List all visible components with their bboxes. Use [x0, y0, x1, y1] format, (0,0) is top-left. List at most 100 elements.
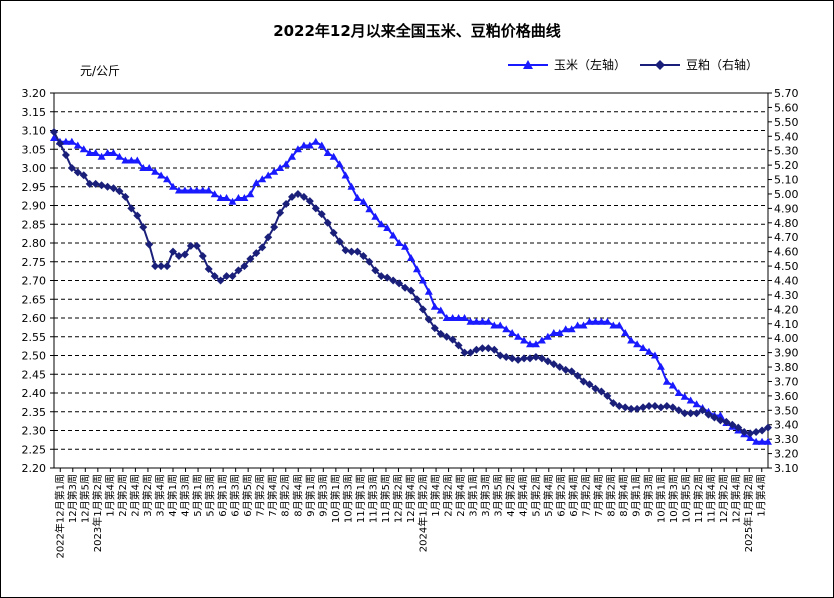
- soymeal-point: [591, 384, 600, 393]
- soymeal-point: [228, 272, 237, 281]
- corn-point: [204, 186, 213, 194]
- soymeal-point: [764, 423, 772, 432]
- corn-point: [79, 145, 88, 153]
- corn-point: [228, 197, 237, 205]
- corn-point: [151, 167, 160, 175]
- x-tick-label: 12月第2周: [391, 474, 404, 523]
- soymeal-point: [365, 257, 374, 266]
- x-tick-label: 2月第4周: [454, 474, 467, 517]
- corn-point: [317, 141, 326, 149]
- x-tick-label: 2月第2周: [116, 474, 129, 517]
- x-tick-label: 10月第1周: [655, 474, 668, 523]
- soymeal-point: [192, 241, 201, 250]
- corn-point: [67, 137, 76, 145]
- soymeal-point: [383, 273, 392, 282]
- y-right-tick-label: 5.20: [774, 159, 799, 172]
- soymeal-point: [520, 354, 529, 363]
- x-tick-label: 12月第3周: [66, 474, 79, 523]
- soymeal-point: [311, 204, 320, 213]
- soymeal-point: [401, 283, 410, 292]
- x-tick-label: 12月第5周: [78, 474, 91, 523]
- soymeal-point: [514, 355, 523, 364]
- soymeal-point: [127, 204, 136, 213]
- y-left-tick-label: 2.65: [22, 293, 47, 306]
- y-left-tick-label: 2.85: [22, 218, 47, 231]
- x-tick-label: 4月第4周: [517, 474, 530, 517]
- x-tick-label: 8月第4周: [617, 474, 630, 517]
- soymeal-point: [668, 403, 677, 412]
- soymeal-point: [645, 401, 653, 410]
- y-axis-right-ticks: 3.103.20 3.303.40 3.503.60 3.703.803.90 4.00…: [768, 87, 799, 475]
- y-right-tick-label: 4.50: [774, 260, 799, 273]
- corn-point: [198, 186, 207, 194]
- corn-point: [329, 152, 338, 160]
- soymeal-point: [323, 218, 332, 227]
- y-axis-left-ticks: 2.20 2.25 2.30 2.35 2.40 2.45 2.50 2.55 2.60 2.65…: [22, 87, 54, 475]
- soymeal-point: [163, 262, 172, 271]
- grid-lines: [54, 111, 768, 450]
- soymeal-point: [722, 417, 731, 426]
- soymeal-point: [526, 354, 534, 363]
- corn-point: [454, 314, 463, 321]
- corn-point: [133, 156, 142, 164]
- y-left-tick-label: 2.25: [22, 443, 47, 456]
- soymeal-point: [79, 171, 88, 180]
- corn-point: [192, 186, 201, 194]
- x-tick-label: 12月第2周: [717, 474, 730, 523]
- corn-point: [764, 437, 772, 445]
- soymeal-point: [603, 391, 612, 400]
- soymeal-point: [216, 276, 225, 285]
- corn-point: [555, 329, 564, 336]
- soymeal-point: [85, 179, 94, 188]
- soymeal-point: [472, 345, 481, 354]
- soymeal-point: [198, 251, 207, 260]
- y-right-tick-label: 4.40: [774, 275, 799, 288]
- soymeal-point: [728, 420, 737, 429]
- soymeal-point: [609, 399, 618, 408]
- x-tick-label: 7月第4周: [592, 474, 605, 517]
- x-tick-label: 11月第2周: [692, 474, 705, 523]
- y-unit-label: 元/公斤: [80, 64, 121, 78]
- corn-point: [222, 194, 231, 201]
- y-right-tick-label: 4.20: [774, 303, 799, 316]
- soymeal-point: [716, 416, 725, 425]
- y-left-tick-label: 2.60: [22, 312, 47, 325]
- corn-point: [424, 287, 433, 295]
- corn-point: [502, 325, 511, 333]
- soymeal-point: [567, 367, 576, 376]
- corn-point: [73, 141, 82, 149]
- soymeal-point: [555, 363, 564, 372]
- soymeal-point: [531, 352, 540, 361]
- y-right-tick-label: 5.00: [774, 188, 799, 201]
- y-right-tick-label: 5.40: [774, 130, 799, 143]
- corn-point: [282, 160, 291, 168]
- corn-point: [650, 351, 659, 359]
- legend-corn-label: 玉米（左轴）: [554, 58, 627, 72]
- soymeal-point: [97, 181, 106, 190]
- x-tick-label: 3月第3周: [479, 474, 492, 517]
- soymeal-point: [371, 266, 380, 275]
- soymeal-point: [579, 377, 588, 386]
- soymeal-point: [442, 332, 451, 341]
- soymeal-point: [347, 247, 356, 256]
- soymeal-point: [674, 406, 683, 415]
- x-tick-label: 8月第2周: [604, 474, 617, 517]
- corn-point: [490, 321, 499, 329]
- soymeal-point: [395, 279, 404, 288]
- corn-point: [288, 152, 296, 160]
- corn-point: [579, 321, 588, 329]
- soymeal-point: [246, 254, 255, 263]
- corn-point: [537, 336, 546, 344]
- x-tick-label: 12月第4周: [404, 474, 417, 523]
- soymeal-point: [186, 241, 195, 250]
- x-tick-label: 9月第1周: [304, 474, 317, 517]
- soymeal-point: [597, 387, 606, 396]
- soymeal-point: [633, 404, 642, 413]
- corn-point: [186, 186, 195, 194]
- corn-point: [567, 325, 576, 333]
- soymeal-point: [698, 406, 707, 415]
- soymeal-point: [305, 197, 314, 206]
- corn-point: [252, 179, 261, 186]
- y-right-tick-label: 4.70: [774, 231, 799, 244]
- soymeal-point: [490, 345, 499, 354]
